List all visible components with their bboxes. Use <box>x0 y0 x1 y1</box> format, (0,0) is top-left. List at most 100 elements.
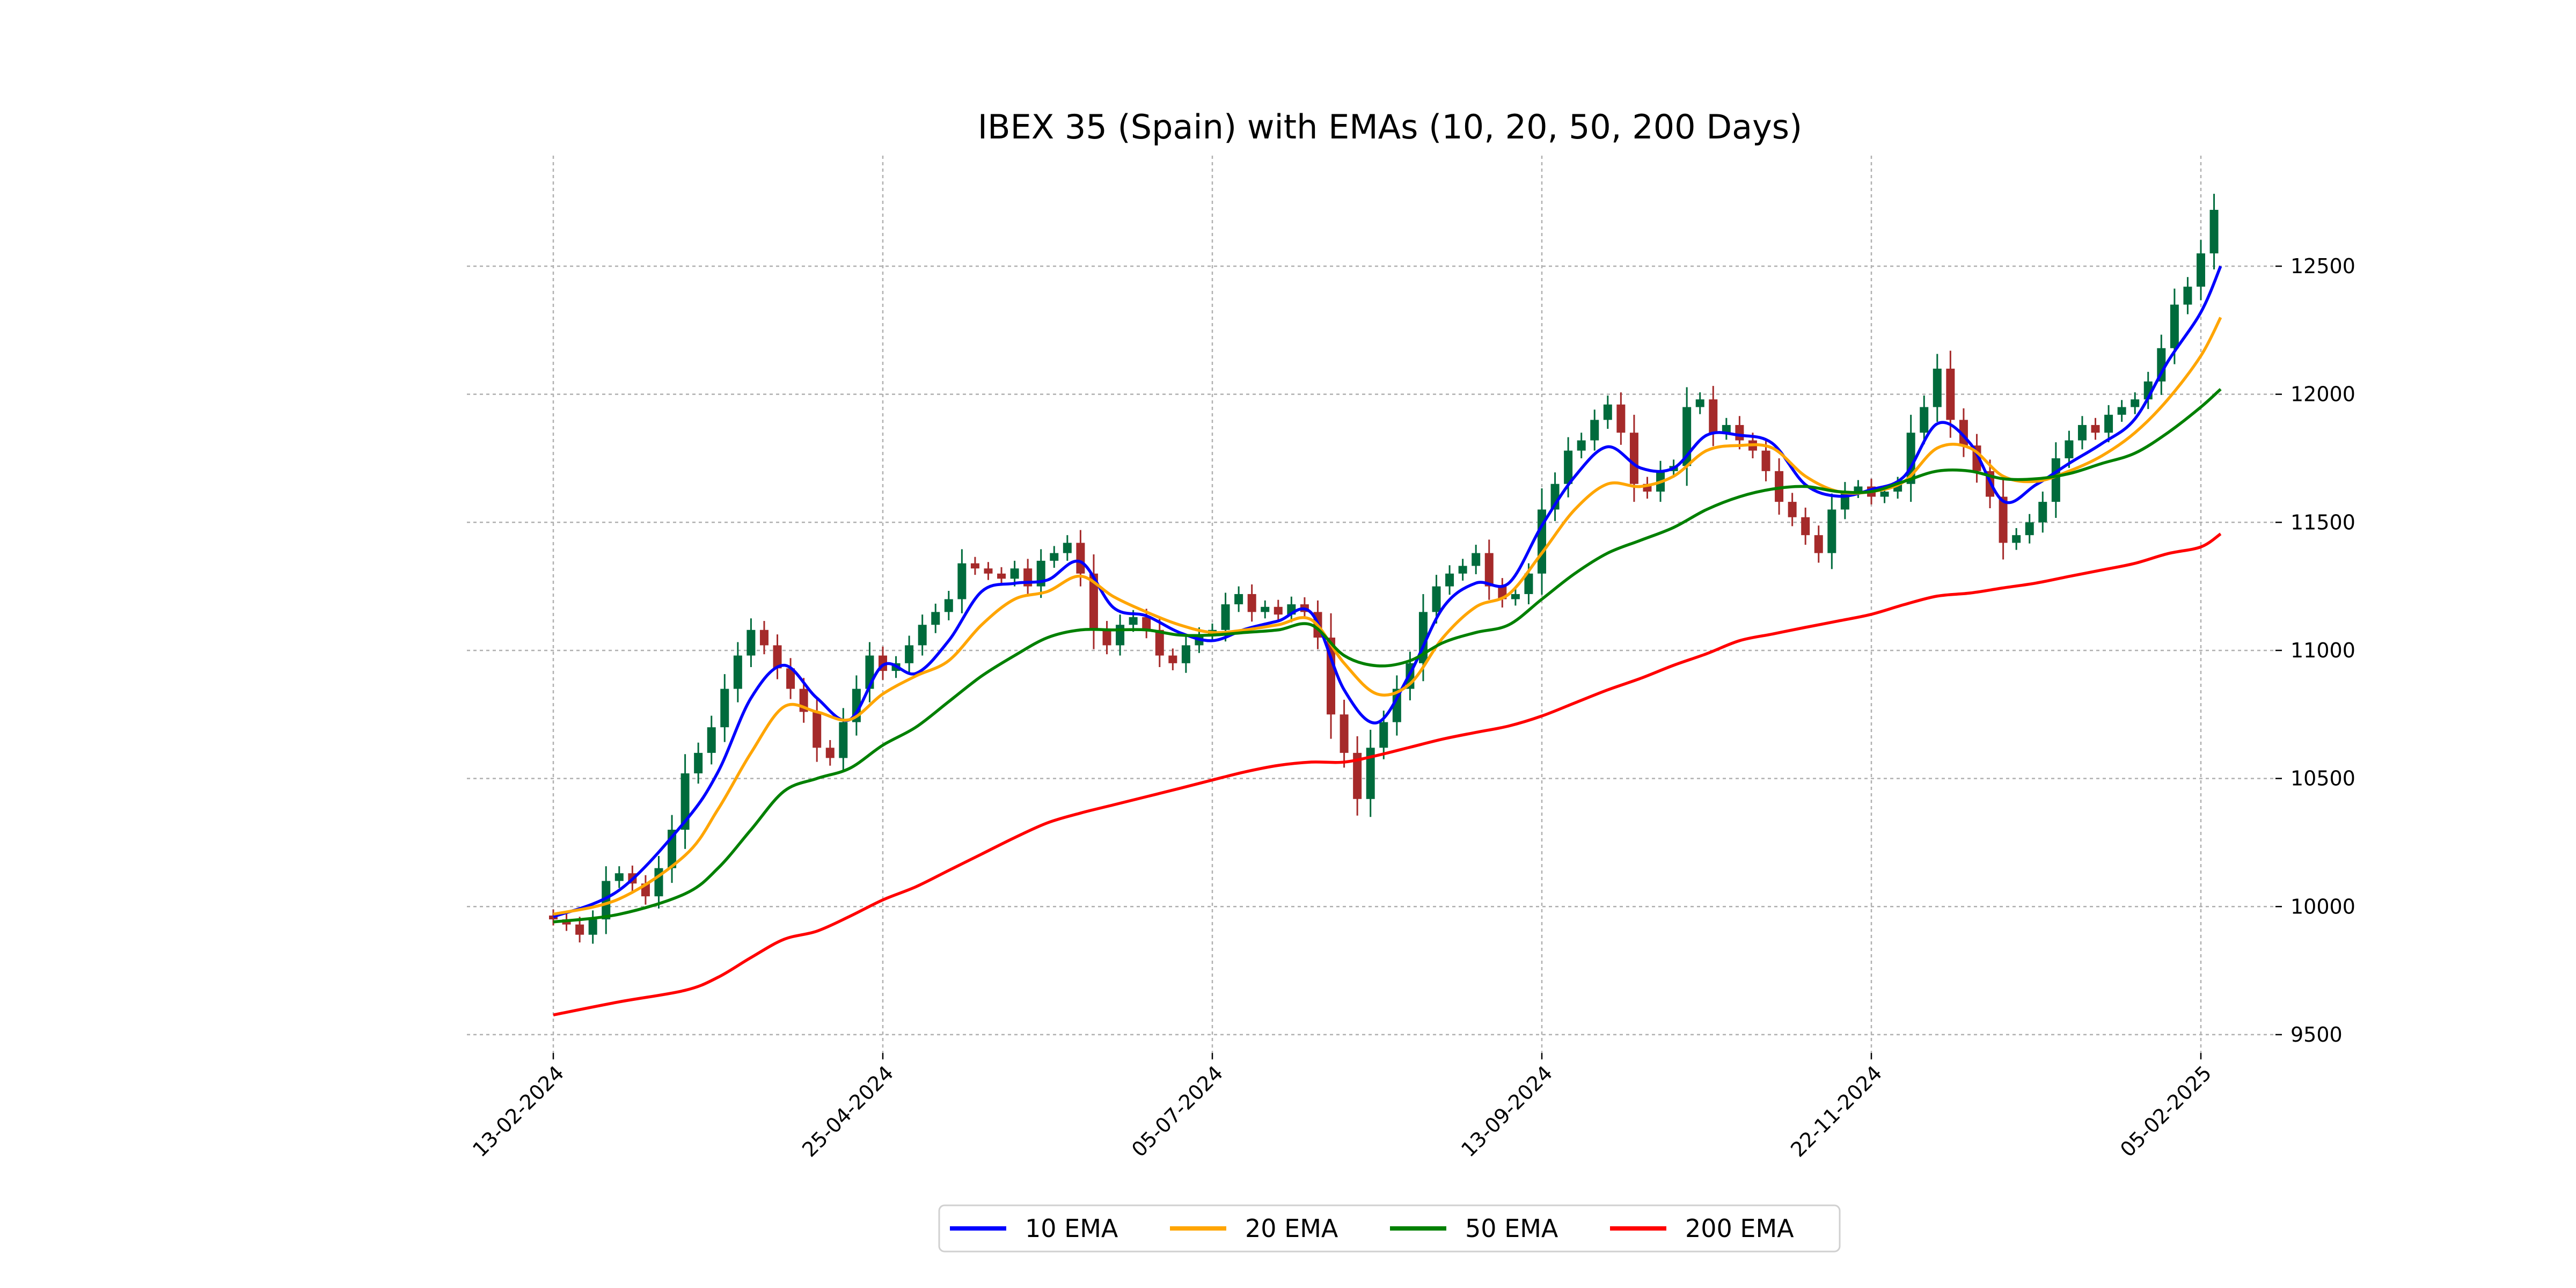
candle-body <box>1999 496 2008 543</box>
candle-body <box>1484 553 1494 587</box>
candle-body <box>1933 368 1942 407</box>
candle-body <box>549 915 558 920</box>
candle <box>905 635 914 673</box>
candle-body <box>1472 553 1481 566</box>
candle-body <box>1247 594 1256 612</box>
candle-body <box>680 773 690 830</box>
candle <box>2183 277 2192 314</box>
candle-body <box>1788 502 1797 517</box>
candle-body <box>1735 425 1744 441</box>
candle <box>1629 414 1638 502</box>
legend: 10 EMA 20 EMA 50 EMA 200 EMA <box>938 1204 1841 1253</box>
candle <box>1181 635 1190 673</box>
candle-body <box>1709 399 1718 433</box>
candle <box>1155 618 1164 667</box>
y-tick-label: 10500 <box>2290 767 2355 791</box>
candle-body <box>588 919 597 935</box>
candle <box>813 698 822 762</box>
candle <box>1036 549 1045 598</box>
candle <box>549 909 558 926</box>
candle <box>1814 525 1823 563</box>
x-axis: 13-02-2024 25-04-2024 05-07-2024 13-09-2024… <box>468 1053 2216 1162</box>
candle-body <box>1920 407 1929 433</box>
candle-body <box>1366 748 1375 799</box>
candle-body <box>1629 433 1638 484</box>
candle <box>1775 458 1784 515</box>
candle <box>1142 609 1151 639</box>
candle-body <box>759 630 769 646</box>
candle-body <box>825 748 835 758</box>
candle-body <box>1577 440 1586 451</box>
candle <box>1498 578 1507 608</box>
candle <box>759 621 769 655</box>
ema-line-20-ema <box>553 317 2222 916</box>
candle <box>1590 409 1599 451</box>
candle <box>2209 194 2219 269</box>
candle <box>1840 482 1849 519</box>
candle <box>1247 584 1256 622</box>
candle <box>668 815 677 883</box>
ema-line-10-ema <box>552 265 2222 918</box>
y-tick-label: 11000 <box>2290 639 2355 662</box>
candle-body <box>1089 573 1098 630</box>
candle-body <box>1827 509 1836 553</box>
x-tick-label: 13-09-2024 <box>1457 1061 1557 1161</box>
chart-title: IBEX 35 (Spain) with EMAs (10, 20, 50, 2… <box>978 107 1803 147</box>
candle-body <box>2025 522 2034 536</box>
candle-body <box>1946 368 1955 420</box>
candle <box>2077 416 2087 450</box>
candle <box>997 567 1006 586</box>
candle <box>1906 414 1915 502</box>
candle-body <box>1524 573 1533 594</box>
candle-body <box>1511 594 1520 599</box>
candle-body <box>1221 604 1230 630</box>
x-tick-label: 13-02-2024 <box>468 1061 568 1161</box>
candle-body <box>905 645 914 663</box>
candle-body <box>813 712 822 748</box>
candle-body <box>2065 440 2074 458</box>
candle-body <box>1379 722 1388 748</box>
candle <box>2131 392 2140 414</box>
candle-body <box>839 722 848 758</box>
candle <box>2157 334 2166 395</box>
candle <box>2091 418 2100 440</box>
candle-body <box>1458 566 1467 574</box>
candle <box>773 634 782 679</box>
candle <box>1538 488 1546 595</box>
candle-body <box>2051 458 2060 502</box>
candle <box>1511 588 1520 606</box>
candle-body <box>2117 407 2126 415</box>
candle-body <box>1880 492 1889 497</box>
candle-body <box>1274 606 1283 615</box>
y-tick-label: 9500 <box>2290 1023 2343 1046</box>
x-tick-label: 25-04-2024 <box>797 1061 898 1161</box>
candle <box>1023 559 1033 596</box>
candle <box>825 740 835 766</box>
candle-body <box>575 924 584 935</box>
candle <box>957 549 967 613</box>
candle-body <box>1050 553 1059 561</box>
candle <box>2012 528 2021 550</box>
candle-body <box>2091 425 2100 433</box>
candle-body <box>1432 586 1441 612</box>
candle-body <box>1142 617 1151 630</box>
candle-body <box>2209 209 2219 254</box>
legend-item-10-ema: 10 EMA <box>950 1214 1118 1243</box>
candle <box>747 618 756 667</box>
x-tick-label: 05-02-2025 <box>2116 1061 2216 1161</box>
legend-label-200-ema: 200 EMA <box>1685 1214 1794 1243</box>
candle-body <box>944 599 953 612</box>
candle-body <box>997 573 1006 579</box>
candle <box>694 742 703 784</box>
candle-body <box>1854 486 1863 492</box>
candle-body <box>1155 630 1164 656</box>
candle-body <box>1564 450 1573 484</box>
candle-body <box>2012 535 2021 543</box>
candle-body <box>614 873 624 881</box>
candle-body <box>773 645 782 669</box>
candle-body <box>1261 606 1270 612</box>
candle <box>944 590 953 620</box>
candle-body <box>2183 287 2192 305</box>
y-tick-label: 12000 <box>2290 383 2355 406</box>
candle <box>1063 535 1072 561</box>
